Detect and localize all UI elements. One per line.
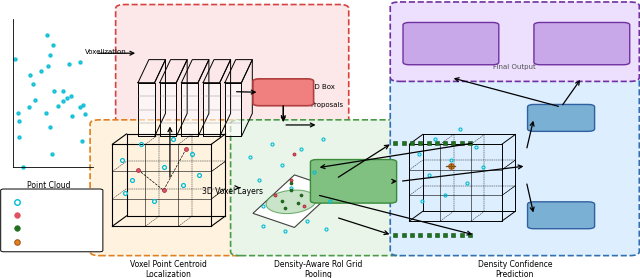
FancyBboxPatch shape	[310, 160, 397, 203]
Text: RPN: RPN	[273, 88, 294, 97]
Text: Voxelization: Voxelization	[85, 49, 127, 55]
Point	[28, 81, 38, 86]
Text: Point Cloud: Point Cloud	[27, 181, 70, 190]
Polygon shape	[138, 83, 155, 136]
Point	[14, 135, 24, 140]
Point	[43, 63, 53, 68]
Point	[61, 95, 72, 100]
Text: Voxel Point Centroid
Localization: Voxel Point Centroid Localization	[130, 260, 207, 278]
Text: Final Output: Final Output	[493, 64, 536, 70]
Point	[13, 111, 24, 115]
FancyBboxPatch shape	[90, 120, 246, 256]
FancyBboxPatch shape	[534, 23, 630, 65]
Point	[47, 152, 57, 156]
FancyBboxPatch shape	[1, 189, 103, 252]
Point	[36, 69, 47, 73]
Text: Density-Aware RoI Grid
Pooling: Density-Aware RoI Grid Pooling	[274, 260, 363, 278]
Point	[78, 103, 88, 107]
Point	[63, 61, 74, 66]
Point	[80, 111, 90, 116]
Text: 3D Voxel Layers: 3D Voxel Layers	[202, 187, 262, 196]
Point	[40, 111, 51, 115]
Text: Self-Attention: Self-Attention	[323, 177, 385, 186]
Point	[42, 33, 52, 37]
Point	[48, 43, 58, 47]
Point	[52, 103, 63, 108]
Point	[66, 93, 76, 98]
Text: 3D Box: 3D Box	[310, 84, 335, 90]
Point	[25, 72, 35, 77]
Point	[45, 125, 55, 129]
Text: Box
Refinement: Box Refinement	[425, 34, 477, 53]
Text: 3D Box Centroid: 3D Box Centroid	[26, 239, 83, 245]
Point	[67, 113, 77, 118]
Text: RoI Grid Points: RoI Grid Points	[26, 225, 77, 232]
Text: Raw Points: Raw Points	[26, 199, 64, 205]
Point	[29, 98, 40, 102]
Polygon shape	[253, 175, 336, 227]
Point	[18, 165, 28, 169]
Polygon shape	[203, 83, 220, 136]
Text: Voxel Point Centroids: Voxel Point Centroids	[26, 212, 100, 218]
FancyBboxPatch shape	[390, 2, 639, 81]
Point	[24, 105, 35, 109]
FancyBboxPatch shape	[253, 79, 314, 106]
Point	[75, 60, 85, 64]
Polygon shape	[181, 83, 198, 136]
Text: Confidence: Confidence	[556, 39, 607, 48]
Point	[58, 99, 68, 103]
Point	[77, 139, 87, 143]
Polygon shape	[160, 83, 176, 136]
Text: Proposals: Proposals	[310, 102, 344, 108]
Point	[13, 119, 24, 124]
Text: FFN: FFN	[552, 211, 570, 220]
Point	[49, 89, 59, 93]
Text: Density Confidence
Prediction: Density Confidence Prediction	[477, 260, 552, 278]
Point	[45, 53, 56, 57]
Point	[10, 57, 20, 61]
FancyBboxPatch shape	[390, 76, 639, 256]
Text: FFN: FFN	[552, 113, 570, 122]
FancyBboxPatch shape	[403, 23, 499, 65]
FancyBboxPatch shape	[527, 105, 595, 131]
FancyBboxPatch shape	[116, 4, 349, 184]
Point	[58, 88, 68, 93]
Point	[75, 105, 85, 109]
Ellipse shape	[266, 190, 316, 214]
FancyBboxPatch shape	[527, 202, 595, 229]
FancyBboxPatch shape	[230, 120, 406, 256]
Polygon shape	[225, 83, 241, 136]
